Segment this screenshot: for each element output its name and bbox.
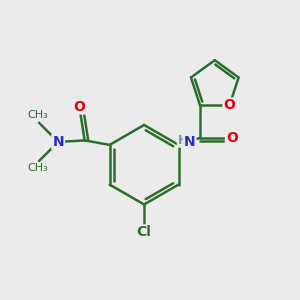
Text: O: O [224, 98, 236, 112]
Text: N: N [184, 135, 196, 149]
Text: O: O [73, 100, 85, 114]
Text: CH₃: CH₃ [27, 164, 48, 173]
Text: H: H [178, 134, 188, 147]
Text: O: O [226, 131, 238, 145]
Text: CH₃: CH₃ [27, 110, 48, 120]
Text: N: N [52, 135, 64, 149]
Text: Cl: Cl [137, 225, 152, 239]
